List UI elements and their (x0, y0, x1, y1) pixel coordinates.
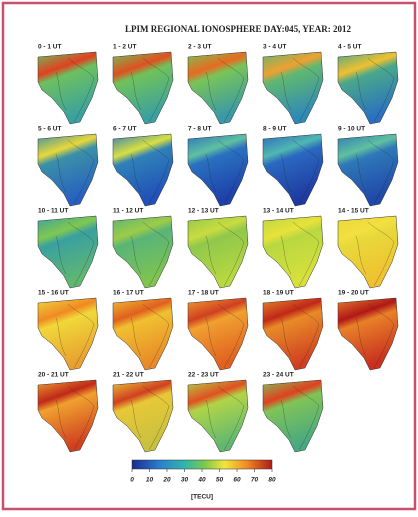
panel-label: 23 - 24 UT (263, 372, 294, 379)
panel-label: 9 - 10 UT (338, 126, 365, 133)
panel-label: 15 - 16 UT (38, 290, 69, 297)
panel-label: 3 - 4 UT (263, 44, 287, 51)
panel-label: 13 - 14 UT (263, 208, 294, 215)
colorbar-tick-label: 30 (181, 477, 189, 484)
panel-label: 20 - 21 UT (38, 372, 69, 379)
figure-title: LPIM REGIONAL IONOSPHERE DAY:045, YEAR: … (125, 24, 352, 34)
colorbar-tick-label: 50 (216, 477, 224, 484)
colorbar-tick-label: 70 (251, 477, 259, 484)
colorbar-tick-label: 40 (197, 477, 206, 484)
panel-label: 17 - 18 UT (188, 290, 219, 297)
panel-label: 18 - 19 UT (263, 290, 294, 297)
colorbar-tick-label: 10 (146, 477, 154, 484)
panel-label: 11 - 12 UT (113, 208, 143, 215)
panel-label: 1 - 2 UT (113, 44, 137, 51)
panel-label: 21 - 22 UT (113, 372, 144, 379)
panel-label: 12 - 13 UT (188, 208, 219, 215)
colorbar (132, 460, 272, 469)
panel-label: 4 - 5 UT (338, 44, 362, 51)
panel-label: 5 - 6 UT (38, 126, 62, 133)
colorbar-tick-label: 20 (162, 477, 171, 484)
panel-label: 22 - 23 UT (188, 372, 219, 379)
panel-label: 10 - 11 UT (38, 208, 68, 215)
colorbar-tick-label: 80 (268, 477, 276, 484)
panel-label: 8 - 9 UT (263, 126, 287, 133)
panel-label: 0 - 1 UT (38, 44, 62, 51)
panel-label: 14 - 15 UT (338, 208, 369, 215)
panel-label: 6 - 7 UT (113, 126, 137, 133)
figure: LPIM REGIONAL IONOSPHERE DAY:045, YEAR: … (0, 0, 418, 512)
colorbar-tick-label: 60 (233, 477, 241, 484)
panel-label: 7 - 8 UT (188, 126, 212, 133)
panel-label: 2 - 3 UT (188, 44, 212, 51)
colorbar-tick-label: 0 (130, 477, 134, 484)
panel-label: 19 - 20 UT (338, 290, 369, 297)
panel-label: 16 - 17 UT (113, 290, 144, 297)
colorbar-label: [TECU] (191, 494, 213, 501)
